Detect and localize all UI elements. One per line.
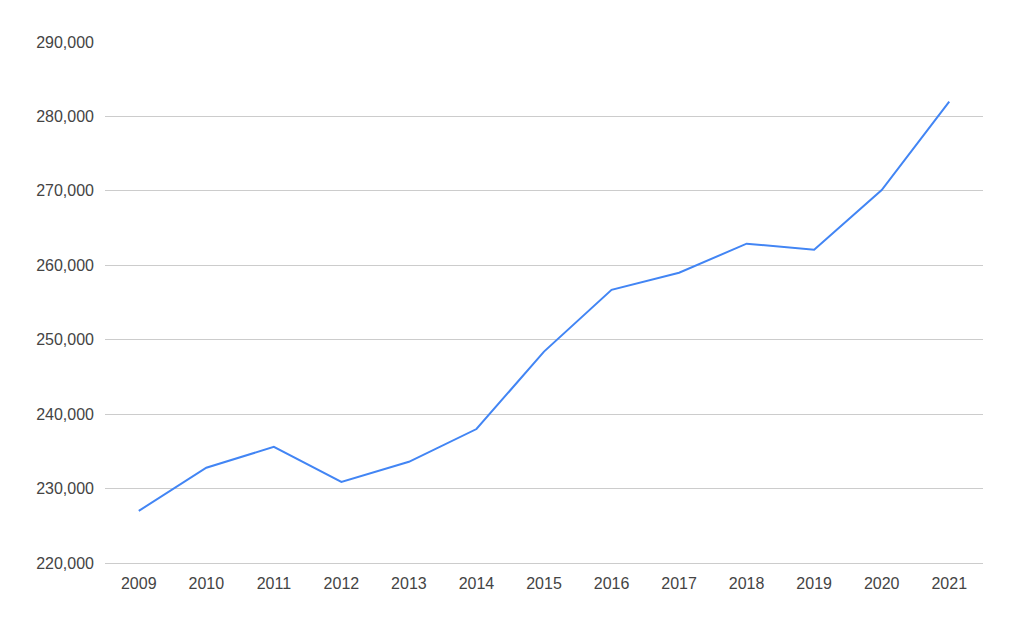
svg-text:250,000: 250,000 <box>36 331 94 348</box>
svg-text:2009: 2009 <box>121 575 157 592</box>
svg-text:2020: 2020 <box>864 575 900 592</box>
svg-text:2017: 2017 <box>661 575 697 592</box>
svg-text:2010: 2010 <box>189 575 225 592</box>
svg-text:230,000: 230,000 <box>36 480 94 497</box>
svg-text:2016: 2016 <box>594 575 630 592</box>
svg-text:220,000: 220,000 <box>36 555 94 572</box>
svg-text:2021: 2021 <box>931 575 967 592</box>
svg-text:2019: 2019 <box>796 575 832 592</box>
svg-text:280,000: 280,000 <box>36 108 94 125</box>
svg-text:270,000: 270,000 <box>36 182 94 199</box>
svg-text:290,000: 290,000 <box>36 34 94 51</box>
svg-text:260,000: 260,000 <box>36 257 94 274</box>
svg-text:2014: 2014 <box>459 575 495 592</box>
svg-text:2015: 2015 <box>526 575 562 592</box>
svg-text:2018: 2018 <box>729 575 765 592</box>
svg-text:2012: 2012 <box>324 575 360 592</box>
svg-text:2011: 2011 <box>257 575 292 592</box>
svg-text:2013: 2013 <box>391 575 427 592</box>
svg-text:240,000: 240,000 <box>36 406 94 423</box>
